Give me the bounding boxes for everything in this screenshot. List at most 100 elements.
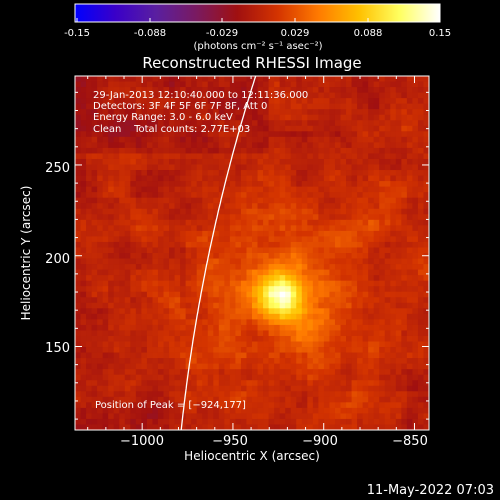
heatmap-cell	[412, 324, 419, 331]
heatmap-cell	[141, 424, 148, 430]
heatmap-cell	[362, 396, 369, 403]
heatmap-cell	[312, 280, 319, 287]
heatmap-cell	[307, 264, 314, 270]
heatmap-cell	[395, 264, 402, 270]
heatmap-cell	[102, 81, 109, 88]
heatmap-cell	[102, 264, 109, 270]
heatmap-cell	[423, 192, 429, 199]
heatmap-cell	[196, 253, 203, 259]
heatmap-cell	[108, 402, 115, 409]
heatmap-cell	[357, 214, 364, 221]
heatmap-cell	[340, 125, 347, 132]
heatmap-cell	[86, 186, 92, 193]
heatmap-cell	[91, 109, 98, 116]
heatmap-cell	[229, 181, 236, 188]
heatmap-cell	[390, 253, 397, 259]
heatmap-cell	[346, 347, 352, 353]
heatmap-cell	[240, 98, 247, 105]
ytick-label-2: 250	[45, 161, 70, 176]
heatmap-cell	[218, 286, 225, 293]
heatmap-cell	[274, 203, 281, 210]
heatmap-cell	[274, 258, 281, 265]
heatmap-cell	[395, 286, 402, 293]
heatmap-cell	[279, 313, 286, 320]
heatmap-cell	[406, 247, 413, 254]
heatmap-cell	[185, 308, 192, 315]
heatmap-cell	[130, 280, 137, 287]
heatmap-cell	[229, 120, 236, 127]
heatmap-cell	[329, 413, 336, 420]
heatmap-cell	[174, 98, 181, 105]
heatmap-cell	[379, 424, 386, 430]
heatmap-cell	[80, 253, 87, 259]
heatmap-cell	[379, 347, 386, 353]
heatmap-cell	[229, 396, 236, 403]
heatmap-cell	[340, 253, 347, 259]
heatmap-cell	[323, 125, 330, 132]
heatmap-cell	[323, 120, 330, 127]
heatmap-cell	[97, 181, 104, 188]
heatmap-cell	[423, 341, 429, 348]
heatmap-cell	[296, 330, 303, 337]
heatmap-cell	[180, 225, 187, 232]
heatmap-cell	[301, 341, 308, 348]
heatmap-cell	[417, 103, 424, 110]
heatmap-cell	[213, 363, 220, 370]
heatmap-cell	[157, 219, 164, 226]
heatmap-cell	[240, 407, 247, 414]
heatmap-cell	[86, 125, 92, 132]
heatmap-cell	[379, 308, 386, 315]
heatmap-cell	[207, 369, 214, 376]
heatmap-cell	[130, 219, 137, 226]
heatmap-cell	[130, 103, 137, 110]
heatmap-cell	[146, 275, 153, 282]
heatmap-cell	[384, 330, 391, 337]
heatmap-cell	[268, 396, 275, 403]
heatmap-cell	[423, 236, 429, 243]
heatmap-cell	[334, 131, 341, 138]
heatmap-cell	[296, 402, 303, 409]
heatmap-cell	[334, 319, 341, 326]
heatmap-cell	[423, 302, 429, 309]
heatmap-cell	[202, 319, 209, 326]
heatmap-cell	[368, 291, 375, 298]
heatmap-cell	[357, 131, 364, 138]
heatmap-cell	[124, 396, 131, 403]
heatmap-cell	[417, 230, 424, 237]
heatmap-cell	[290, 302, 297, 309]
heatmap-cell	[406, 424, 413, 430]
heatmap-cell	[174, 125, 181, 132]
heatmap-cell	[157, 175, 164, 182]
heatmap-cell	[135, 87, 142, 93]
heatmap-cell	[401, 319, 408, 326]
heatmap-cell	[323, 269, 330, 276]
heatmap-cell	[279, 369, 286, 376]
heatmap-cell	[240, 225, 247, 232]
heatmap-cell	[318, 286, 325, 293]
heatmap-cell	[307, 98, 314, 105]
heatmap-cell	[263, 280, 269, 287]
heatmap-cell	[362, 264, 369, 270]
heatmap-cell	[218, 275, 225, 282]
heatmap-cell	[152, 363, 159, 370]
heatmap-cell	[268, 76, 275, 82]
heatmap-cell	[86, 407, 92, 414]
heatmap-cell	[390, 109, 397, 116]
heatmap-cell	[323, 275, 330, 282]
heatmap-cell	[119, 264, 126, 270]
heatmap-cell	[185, 424, 192, 430]
heatmap-cell	[235, 380, 242, 387]
heatmap-cell	[296, 374, 303, 381]
heatmap-cell	[290, 219, 297, 226]
heatmap-cell	[252, 407, 258, 414]
heatmap-cell	[246, 264, 253, 270]
heatmap-cell	[318, 302, 325, 309]
heatmap-cell	[423, 175, 429, 182]
heatmap-cell	[202, 286, 209, 293]
heatmap-cell	[268, 186, 275, 193]
heatmap-cell	[390, 158, 397, 165]
heatmap-cell	[362, 319, 369, 326]
heatmap-cell	[285, 225, 292, 232]
heatmap-cell	[395, 335, 402, 342]
heatmap-cell	[130, 319, 137, 326]
